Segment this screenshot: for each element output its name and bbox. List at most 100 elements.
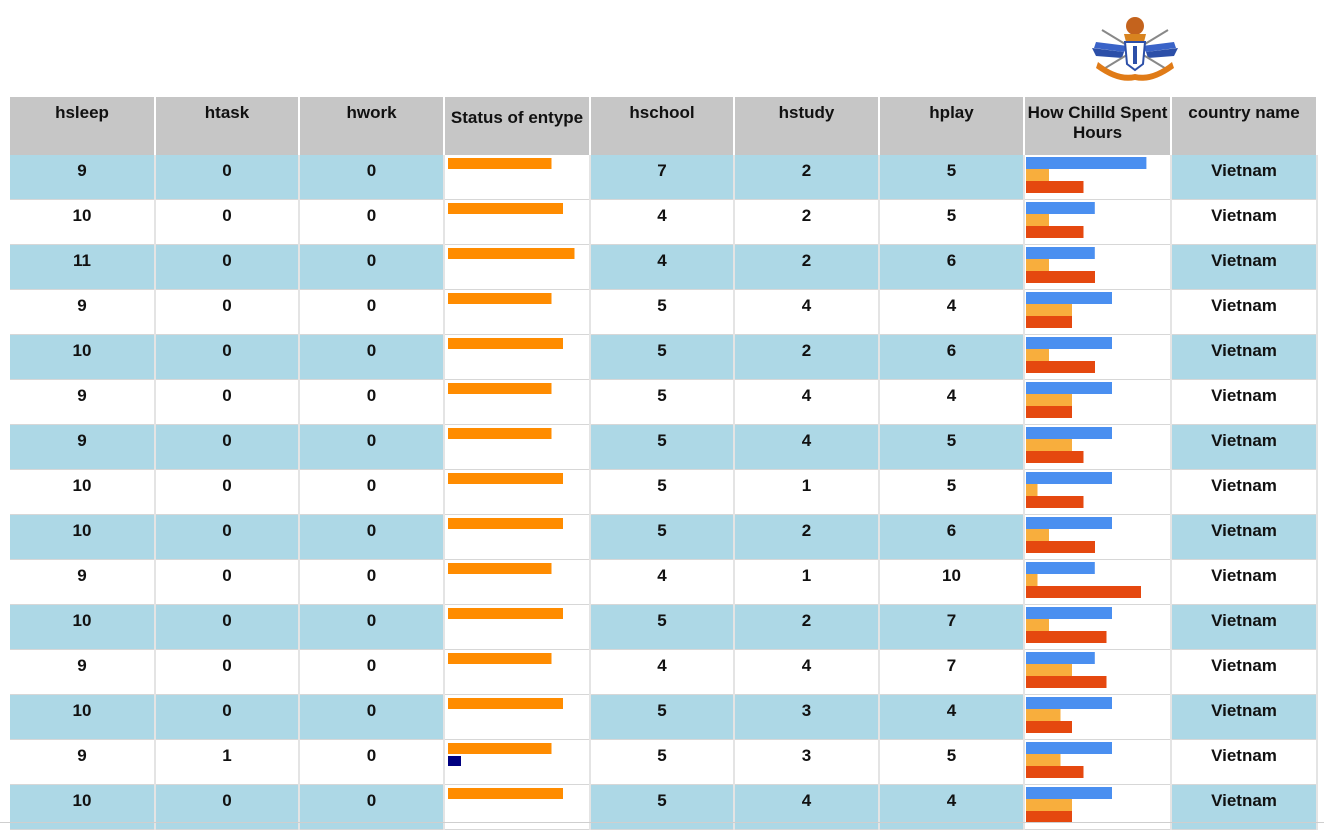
school-bar [1026, 742, 1112, 754]
cell-hsleep-value: 9 [77, 431, 87, 450]
study-bar [1026, 664, 1072, 676]
cell-htask-value: 0 [222, 296, 232, 315]
column-header-hwork[interactable]: hwork [299, 97, 445, 155]
cell-hsleep: 11 [10, 244, 156, 290]
table-row: 10 0 0 5 1 5 Vietnam [10, 469, 1318, 515]
study-bar [1026, 259, 1049, 271]
status-sleep-bar [448, 338, 563, 349]
cell-hplay-value: 10 [942, 566, 961, 585]
cell-hschool-value: 5 [657, 611, 667, 630]
cell-hschool: 5 [590, 424, 735, 470]
column-header-htask[interactable]: htask [155, 97, 300, 155]
cell-hstudy-value: 2 [801, 206, 812, 225]
cell-country-value: Vietnam [1211, 521, 1277, 540]
spent-hours-cell-chart [1026, 337, 1112, 373]
status-of-entype-cell [444, 514, 591, 560]
cell-hplay-value: 6 [946, 251, 957, 270]
cell-htask: 0 [155, 289, 300, 335]
table-body: 9 0 0 7 2 5 Vietnam 10 0 0 4 2 5 Vietnam 11 0 0 4 2 6 Vietna… [10, 155, 1318, 830]
cell-hstudy: 4 [734, 424, 880, 470]
cell-hsleep-value: 9 [77, 656, 87, 675]
cell-htask: 0 [155, 469, 300, 515]
spent-hours-cell [1024, 289, 1172, 335]
cell-country: Vietnam [1171, 289, 1318, 335]
cell-hwork-value: 0 [366, 251, 377, 270]
study-bar [1026, 349, 1049, 361]
play-bar [1026, 811, 1072, 823]
column-header-country[interactable]: country name [1171, 97, 1318, 155]
cell-htask: 0 [155, 694, 300, 740]
spent-hours-cell-chart [1026, 247, 1095, 283]
school-bar [1026, 292, 1112, 304]
spent-hours-cell-chart [1026, 562, 1141, 598]
cell-hwork-value: 0 [366, 476, 377, 495]
cell-hsleep-value: 9 [77, 386, 87, 405]
cell-hwork: 0 [299, 559, 445, 605]
status-sleep-bar [448, 608, 563, 619]
cell-hschool: 5 [590, 514, 735, 560]
spent-hours-cell-chart [1026, 697, 1112, 733]
spent-hours-cell-chart [1026, 472, 1112, 508]
table-row: 9 0 0 4 4 7 Vietnam [10, 649, 1318, 695]
cell-hwork: 0 [299, 649, 445, 695]
spent-hours-cell-chart [1026, 157, 1147, 193]
school-bar [1026, 697, 1112, 709]
cell-hwork: 0 [299, 604, 445, 650]
cell-hschool-value: 4 [657, 566, 667, 585]
status-of-entype-cell [444, 604, 591, 650]
cell-hschool: 4 [590, 559, 735, 605]
spent-hours-cell-chart [1026, 517, 1112, 553]
cell-hschool-value: 5 [657, 476, 667, 495]
school-bar [1026, 787, 1112, 799]
status-of-entype-cell [444, 694, 591, 740]
cell-hstudy: 3 [734, 694, 880, 740]
cell-htask: 1 [155, 739, 300, 785]
cell-htask: 0 [155, 155, 300, 200]
play-bar [1026, 226, 1084, 238]
table-row: 9 0 0 5 4 4 Vietnam [10, 379, 1318, 425]
cell-hplay-value: 6 [946, 521, 957, 540]
cell-hplay: 7 [879, 649, 1025, 695]
cell-hschool: 4 [590, 244, 735, 290]
cell-country-value: Vietnam [1211, 611, 1277, 630]
cell-hplay: 5 [879, 424, 1025, 470]
cell-hplay: 6 [879, 514, 1025, 560]
column-header-status[interactable]: Status of entype [444, 97, 591, 155]
study-bar [1026, 169, 1049, 181]
cell-hsleep-value: 10 [72, 341, 92, 360]
cell-country: Vietnam [1171, 244, 1318, 290]
cell-hsleep-value: 9 [77, 161, 87, 180]
study-bar [1026, 304, 1072, 316]
table-row: 10 0 0 5 2 7 Vietnam [10, 604, 1318, 650]
cell-hschool-value: 5 [657, 521, 667, 540]
column-header-hplay[interactable]: hplay [879, 97, 1025, 155]
spent-hours-cell [1024, 604, 1172, 650]
cell-hsleep: 9 [10, 559, 156, 605]
cell-hschool: 5 [590, 289, 735, 335]
play-bar [1026, 316, 1072, 328]
column-header-hsleep[interactable]: hsleep [10, 97, 156, 155]
cell-country-value: Vietnam [1211, 791, 1277, 810]
column-header-spent-hours[interactable]: How Chilld Spent Hours [1024, 97, 1172, 155]
table-row: 9 0 0 7 2 5 Vietnam [10, 155, 1318, 200]
status-sleep-bar [448, 383, 552, 394]
status-sleep-bar [448, 698, 563, 709]
spent-hours-cell [1024, 649, 1172, 695]
cell-hschool-value: 4 [657, 206, 667, 225]
cell-hplay: 5 [879, 199, 1025, 245]
cell-htask-value: 0 [222, 341, 232, 360]
table-row: 10 0 0 5 2 6 Vietnam [10, 514, 1318, 560]
spent-hours-cell-chart [1026, 202, 1095, 238]
column-header-hschool[interactable]: hschool [590, 97, 735, 155]
cell-hstudy-value: 2 [801, 161, 812, 180]
table-row: 9 0 0 5 4 5 Vietnam [10, 424, 1318, 470]
cell-hstudy: 4 [734, 649, 880, 695]
status-of-entype-cell [444, 199, 591, 245]
cell-hplay-value: 5 [946, 746, 957, 765]
status-of-entype-cell-chart [448, 158, 552, 169]
cell-hplay-value: 5 [946, 431, 957, 450]
spent-hours-cell-chart [1026, 382, 1112, 418]
cell-hwork-value: 0 [366, 431, 377, 450]
cell-hplay: 6 [879, 334, 1025, 380]
column-header-hstudy[interactable]: hstudy [734, 97, 880, 155]
